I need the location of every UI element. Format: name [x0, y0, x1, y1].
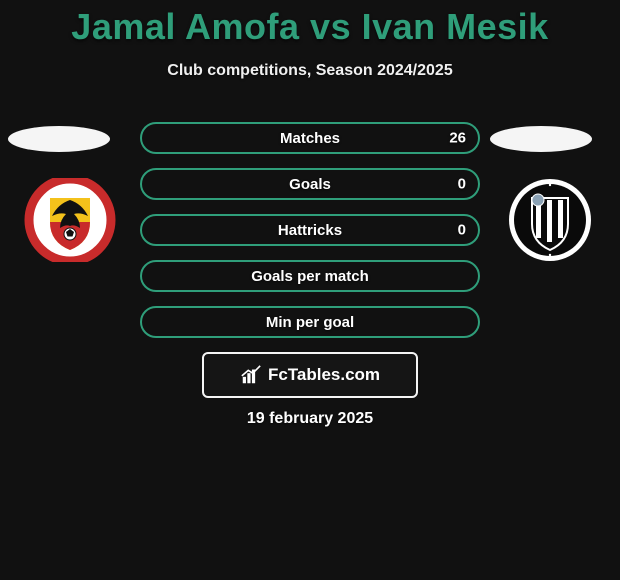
club-badge-left [20, 178, 120, 262]
stat-label: Goals [289, 176, 331, 193]
stat-row: Goals per match [140, 260, 480, 292]
eagles-crest-icon [20, 178, 120, 262]
footer-date: 19 february 2025 [247, 410, 373, 428]
stat-pill: Hattricks 0 [140, 214, 480, 246]
heracles-crest-icon [500, 178, 600, 262]
stat-row: Goals 0 [140, 168, 480, 200]
stat-pill: Min per goal [140, 306, 480, 338]
watermark-text: FcTables.com [268, 365, 380, 385]
stat-label: Min per goal [266, 314, 354, 331]
stat-value-right: 0 [458, 222, 466, 239]
stat-pill: Goals 0 [140, 168, 480, 200]
stat-row: Matches 26 [140, 122, 480, 154]
page-title: Jamal Amofa vs Ivan Mesik [0, 0, 620, 48]
stat-label: Hattricks [278, 222, 342, 239]
stat-label: Matches [280, 130, 340, 147]
watermark: FcTables.com [202, 352, 418, 398]
stat-row: Min per goal [140, 306, 480, 338]
stat-value-right: 0 [458, 176, 466, 193]
stat-row: Hattricks 0 [140, 214, 480, 246]
stat-pill: Matches 26 [140, 122, 480, 154]
subtitle: Club competitions, Season 2024/2025 [0, 62, 620, 80]
club-badge-right [500, 178, 600, 262]
stat-value-right: 26 [449, 130, 466, 147]
player-oval-right [490, 126, 592, 152]
bar-chart-icon [240, 364, 262, 386]
stat-label: Goals per match [251, 268, 369, 285]
stat-pill: Goals per match [140, 260, 480, 292]
player-oval-left [8, 126, 110, 152]
